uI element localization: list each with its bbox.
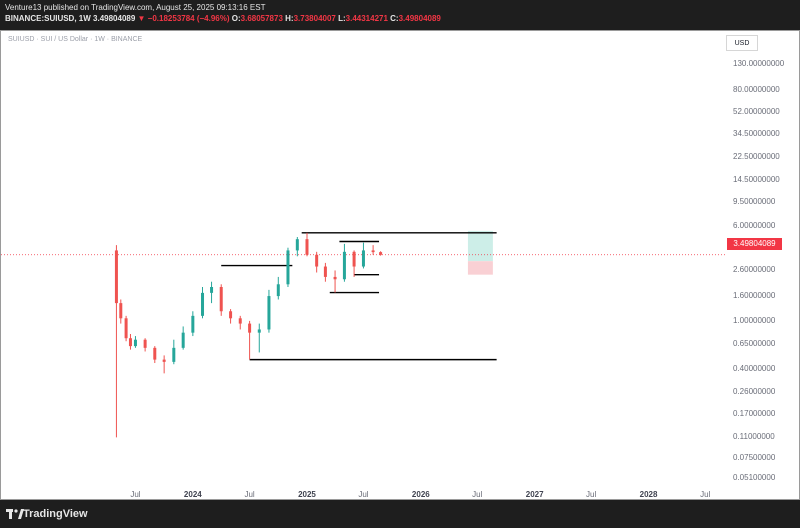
candle-body [124,318,128,339]
x-tick-label: Jul [358,490,369,499]
candle-body [379,252,383,255]
high-value: 3.73804007 [293,14,336,23]
candle-body [342,251,346,280]
x-tick-label: 2025 [298,490,316,499]
candle-body [286,250,290,285]
interval-text: 1W [78,14,91,23]
y-tick-label: 80.00000000 [733,84,780,94]
chart-area[interactable]: SUIUSD · SUI / US Dollar · 1W · BINANCE … [0,30,800,500]
price-chart[interactable] [1,31,800,501]
y-tick-label: 52.00000000 [733,107,780,117]
published-line: Venture13 published on TradingView.com, … [5,3,266,12]
candle-body [143,339,147,348]
brand-text: TradingView [23,508,88,520]
y-tick-label: 0.05100000 [733,472,776,482]
y-tick-label: 0.17000000 [733,409,776,419]
change-text: ▼ −0.18253784 (−4.96%) [137,14,230,23]
candle-body [119,303,123,319]
y-tick-label: 1.00000000 [733,315,776,325]
y-tick-label: 0.26000000 [733,386,776,396]
candle-body [315,254,319,267]
x-tick-label: Jul [244,490,255,499]
x-tick-label: 2028 [639,490,658,499]
loss-zone [467,261,493,275]
last-price-tag: 3.49804089 [727,238,782,250]
y-tick-label: 0.07500000 [733,452,776,462]
y-tick-label: 0.11000000 [733,432,775,442]
high-label: H: [285,14,294,23]
candle-body [238,318,242,324]
symbol-text: BINANCE:SUIUSD [5,14,75,23]
x-tick-label: 2027 [525,490,544,499]
candle-body [133,339,137,347]
candle-body [276,284,280,297]
candle-body [267,296,271,330]
last-price-text: 3.49804089 [93,14,136,23]
candle-body [229,311,233,319]
currency-button[interactable]: USD [726,35,758,51]
candle-body [172,347,176,362]
candle-body [191,315,195,333]
y-tick-label: 14.50000000 [733,174,780,184]
x-tick-label: Jul [586,490,597,499]
y-tick-label: 1.60000000 [733,291,776,301]
candle-body [114,250,118,304]
candle-body [257,329,261,333]
candle-body [295,239,299,251]
candle-body [248,323,252,333]
low-value: 3.44314271 [345,14,388,23]
y-tick-label: 22.50000000 [733,151,780,161]
x-tick-label: Jul [700,490,711,499]
chart-legend: SUIUSD · SUI / US Dollar · 1W · BINANCE [8,36,143,43]
low-label: L: [338,14,346,23]
y-tick-label: 0.65000000 [733,338,776,348]
close-value: 3.49804089 [398,14,441,23]
candle-body [305,239,309,255]
x-tick-label: Jul [472,490,483,499]
candle-body [162,359,166,362]
open-value: 3.68057873 [240,14,283,23]
y-tick-label: 0.40000000 [733,364,776,374]
tradingview-logo-icon [6,509,24,519]
close-label: C: [390,14,399,23]
open-label: O: [231,14,241,23]
footer-bar: TradingView [0,500,800,528]
candle-body [201,292,205,316]
y-tick-label: 6.00000000 [733,221,776,231]
candle-body [128,338,132,347]
candle-body [361,250,365,267]
change-value: −0.18253784 (−4.96%) [147,14,230,23]
y-tick-label: 34.50000000 [733,128,780,138]
y-tick-label: 130.00000000 [733,58,785,68]
candle-body [153,347,157,360]
header-bar: Venture13 published on TradingView.com, … [0,0,800,30]
candle-body [210,287,214,293]
profit-zone [467,230,493,262]
y-tick-label: 2.60000000 [733,265,776,275]
candle-body [371,250,375,253]
candle-body [333,276,337,280]
x-tick-label: Jul [130,490,141,499]
x-tick-label: 2026 [411,490,430,499]
x-tick-label: 2024 [183,490,202,499]
candle-body [323,266,327,277]
candle-body [181,332,185,348]
y-tick-label: 9.50000000 [733,197,776,207]
ohlc-line: BINANCE:SUIUSD, 1W 3.49804089 ▼ −0.18253… [5,14,441,23]
candle-body [352,251,356,267]
candle-body [219,287,223,312]
